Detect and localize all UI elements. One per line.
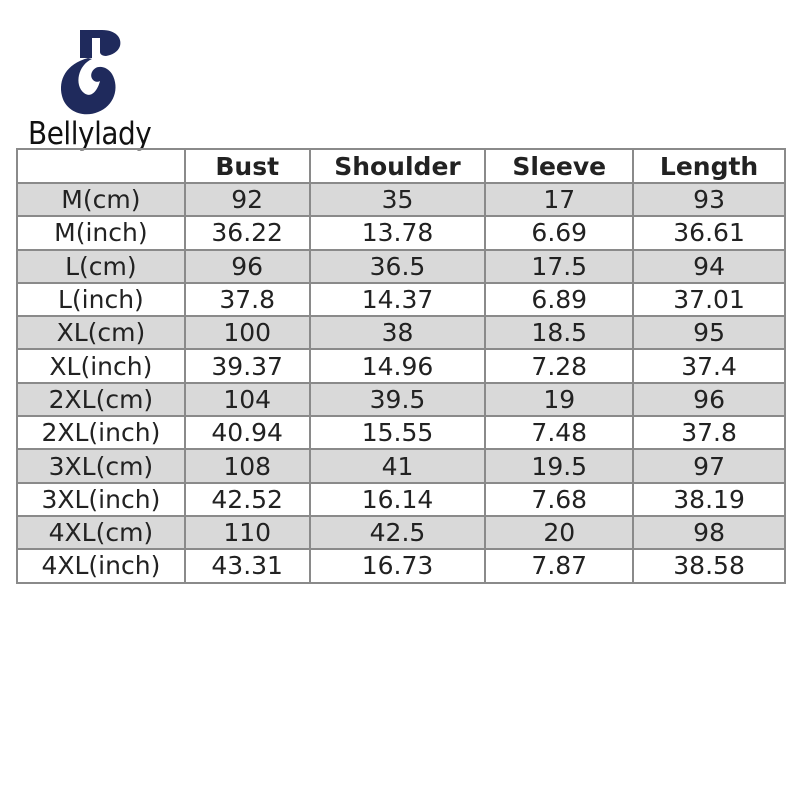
table-row: XL(inch) 39.37 14.96 7.28 37.4 <box>16 348 786 384</box>
measurement-cell: 97 <box>632 448 786 484</box>
measurement-cell: 39.37 <box>183 348 311 384</box>
table-row: L(cm) 96 36.5 17.5 94 <box>16 248 786 284</box>
size-label-cell: 2XL(inch) <box>16 415 186 451</box>
measurement-cell: 37.8 <box>632 415 786 451</box>
measurement-cell: 40.94 <box>183 415 311 451</box>
measurement-cell: 98 <box>632 514 786 551</box>
measurement-cell: 95 <box>632 315 786 351</box>
measurement-cell: 37.8 <box>183 281 311 318</box>
size-label-cell: 3XL(cm) <box>16 448 186 484</box>
brand-logo: Bellylady <box>28 28 178 153</box>
size-label-cell: L(cm) <box>16 248 186 284</box>
measurement-cell: 6.89 <box>484 281 635 318</box>
size-chart-table: Bust Shoulder Sleeve Length M(cm) 92 35 17 93 M(… <box>16 148 786 584</box>
size-label-cell: M(cm) <box>16 181 186 218</box>
measurement-cell: 16.14 <box>308 481 487 517</box>
measurement-cell: 19 <box>484 381 635 418</box>
measurement-cell: 20 <box>484 514 635 551</box>
measurement-cell: 96 <box>183 248 311 284</box>
table-row: 3XL(cm) 108 41 19.5 97 <box>16 448 786 484</box>
measurement-cell: 18.5 <box>484 315 635 351</box>
measurement-cell: 36.22 <box>183 215 311 251</box>
table-row: 4XL(cm) 110 42.5 20 98 <box>16 514 786 551</box>
table-row: 3XL(inch) 42.52 16.14 7.68 38.19 <box>16 481 786 517</box>
size-label-cell: 4XL(cm) <box>16 514 186 551</box>
size-label-cell: XL(cm) <box>16 315 186 351</box>
measurement-cell: 17.5 <box>484 248 635 284</box>
measurement-cell: 37.01 <box>632 281 786 318</box>
measurement-cell: 7.28 <box>484 348 635 384</box>
size-label-cell: 3XL(inch) <box>16 481 186 517</box>
size-label-cell: M(inch) <box>16 215 186 251</box>
column-header: Sleeve <box>484 148 635 184</box>
table-row: 2XL(cm) 104 39.5 19 96 <box>16 381 786 418</box>
measurement-cell: 14.37 <box>308 281 487 318</box>
measurement-cell: 43.31 <box>183 548 311 584</box>
measurement-cell: 38.19 <box>632 481 786 517</box>
size-label-cell: 4XL(inch) <box>16 548 186 584</box>
measurement-cell: 110 <box>183 514 311 551</box>
measurement-cell: 93 <box>632 181 786 218</box>
measurement-cell: 92 <box>183 181 311 218</box>
table-row: XL(cm) 100 38 18.5 95 <box>16 315 786 351</box>
size-label-cell: 2XL(cm) <box>16 381 186 418</box>
table-row: 2XL(inch) 40.94 15.55 7.48 37.8 <box>16 415 786 451</box>
table-row: M(cm) 92 35 17 93 <box>16 181 786 218</box>
measurement-cell: 14.96 <box>308 348 487 384</box>
measurement-cell: 108 <box>183 448 311 484</box>
measurement-cell: 37.4 <box>632 348 786 384</box>
measurement-cell: 7.87 <box>484 548 635 584</box>
brand-name: Bellylady <box>28 116 152 152</box>
column-header: Shoulder <box>308 148 487 184</box>
size-label-cell: XL(inch) <box>16 348 186 384</box>
size-label-cell: L(inch) <box>16 281 186 318</box>
measurement-cell: 94 <box>632 248 786 284</box>
measurement-cell: 38 <box>308 315 487 351</box>
measurement-cell: 6.69 <box>484 215 635 251</box>
measurement-cell: 42.5 <box>308 514 487 551</box>
table-row: L(inch) 37.8 14.37 6.89 37.01 <box>16 281 786 318</box>
measurement-cell: 96 <box>632 381 786 418</box>
measurement-cell: 16.73 <box>308 548 487 584</box>
column-header: Bust <box>183 148 311 184</box>
measurement-cell: 19.5 <box>484 448 635 484</box>
measurement-cell: 38.58 <box>632 548 786 584</box>
column-header: Length <box>632 148 786 184</box>
table-header-row: Bust Shoulder Sleeve Length <box>16 148 786 184</box>
measurement-cell: 36.61 <box>632 215 786 251</box>
logo-mark-icon <box>61 30 121 115</box>
measurement-cell: 36.5 <box>308 248 487 284</box>
measurement-cell: 17 <box>484 181 635 218</box>
measurement-cell: 100 <box>183 315 311 351</box>
measurement-cell: 7.48 <box>484 415 635 451</box>
measurement-cell: 41 <box>308 448 487 484</box>
measurement-cell: 13.78 <box>308 215 487 251</box>
table-row: M(inch) 36.22 13.78 6.69 36.61 <box>16 215 786 251</box>
measurement-cell: 39.5 <box>308 381 487 418</box>
measurement-cell: 7.68 <box>484 481 635 517</box>
measurement-cell: 35 <box>308 181 487 218</box>
column-header <box>16 148 186 184</box>
measurement-cell: 42.52 <box>183 481 311 517</box>
measurement-cell: 104 <box>183 381 311 418</box>
measurement-cell: 15.55 <box>308 415 487 451</box>
table-row: 4XL(inch) 43.31 16.73 7.87 38.58 <box>16 548 786 584</box>
